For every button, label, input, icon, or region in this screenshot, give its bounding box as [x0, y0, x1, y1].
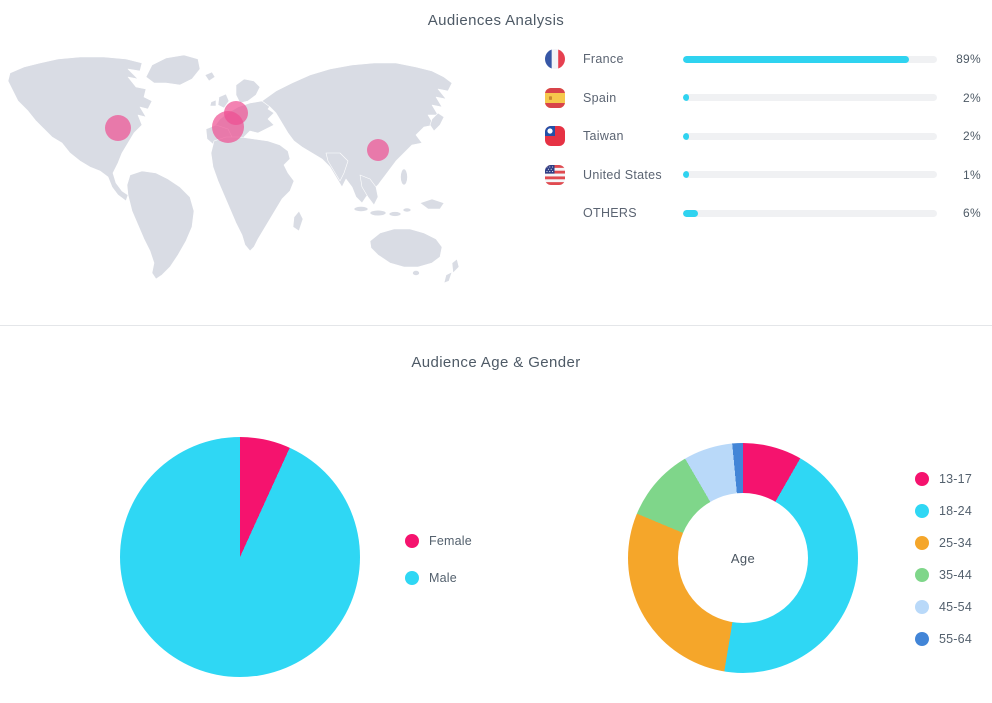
- age-donut-hole: Age: [678, 493, 808, 623]
- flag-united-states-icon: [545, 164, 565, 185]
- age-gender-title: Audience Age & Gender: [411, 354, 581, 371]
- country-bar-track: [683, 55, 937, 63]
- gender-legend-label: Female: [429, 534, 472, 548]
- country-bar-fill[interactable]: [683, 55, 910, 63]
- age-legend-label: 35-44: [939, 568, 972, 582]
- age-legend-label: 13-17: [939, 472, 972, 486]
- country-bar-track: [683, 132, 937, 140]
- legend-item-male[interactable]: Male: [405, 571, 472, 585]
- world-map-land: [7, 54, 460, 284]
- legend-item-35-44[interactable]: 35-44: [915, 568, 972, 582]
- country-percent: 6%: [963, 206, 981, 221]
- country-bar-fill[interactable]: [683, 171, 689, 179]
- age-legend-label: 45-54: [939, 600, 972, 614]
- age-legend: 13-17 18-24 25-34 35-44 45-54 55-64: [915, 472, 972, 646]
- legend-item-55-64[interactable]: 55-64: [915, 632, 972, 646]
- age-donut-center-label: Age: [730, 550, 756, 566]
- age-legend-dot-icon: [915, 504, 929, 518]
- country-label: Taiwan: [583, 129, 624, 144]
- country-bar-fill[interactable]: [683, 209, 699, 217]
- world-map: [0, 45, 500, 310]
- map-marker-taiwan[interactable]: [367, 139, 389, 161]
- flag-france-icon: [545, 49, 565, 69]
- age-legend-dot-icon: [915, 568, 929, 582]
- country-percent: 2%: [963, 129, 981, 144]
- gender-legend-dot-icon: [405, 534, 419, 548]
- country-bar-fill[interactable]: [683, 94, 689, 102]
- country-row-united-states: United States 1%: [545, 164, 981, 185]
- map-marker-spain[interactable]: [212, 111, 244, 143]
- country-percent: 1%: [963, 167, 981, 182]
- gender-pie-chart[interactable]: [120, 437, 360, 677]
- age-legend-dot-icon: [915, 472, 929, 486]
- legend-item-25-34[interactable]: 25-34: [915, 536, 972, 550]
- country-label: OTHERS: [583, 206, 637, 221]
- age-donut-chart[interactable]: Age: [628, 443, 858, 673]
- gender-legend: Female Male: [405, 534, 472, 585]
- age-legend-dot-icon: [915, 536, 929, 550]
- legend-item-13-17[interactable]: 13-17: [915, 472, 972, 486]
- section-divider: [0, 325, 992, 326]
- age-legend-label: 55-64: [939, 632, 972, 646]
- country-label: Spain: [583, 90, 617, 105]
- country-label: United States: [583, 167, 662, 182]
- map-markers: [105, 101, 389, 161]
- country-percent: 89%: [956, 52, 981, 66]
- audiences-analysis-title: Audiences Analysis: [427, 12, 565, 29]
- age-legend-label: 25-34: [939, 536, 972, 550]
- country-bar-fill[interactable]: [683, 132, 689, 140]
- legend-item-female[interactable]: Female: [405, 534, 472, 548]
- age-legend-dot-icon: [915, 600, 929, 614]
- legend-item-18-24[interactable]: 18-24: [915, 504, 972, 518]
- gender-legend-dot-icon: [405, 571, 419, 585]
- country-list: France 89% Spain 2% Taiwan 2% United States 1% O…: [545, 49, 981, 223]
- country-percent: 2%: [963, 90, 981, 105]
- country-row-france: France 89%: [545, 49, 981, 69]
- age-legend-dot-icon: [915, 632, 929, 646]
- country-row-taiwan: Taiwan 2%: [545, 126, 981, 147]
- country-label: France: [583, 52, 624, 66]
- age-legend-label: 18-24: [939, 504, 972, 518]
- world-map-svg: [7, 54, 460, 284]
- country-bar-track: [683, 171, 937, 179]
- country-bar-track: [683, 94, 937, 102]
- country-bar-track: [683, 209, 937, 217]
- flag-taiwan-icon: [545, 126, 565, 147]
- map-marker-united-states[interactable]: [105, 115, 131, 141]
- gender-legend-label: Male: [429, 571, 457, 585]
- country-row-others: OTHERS 6%: [545, 203, 981, 223]
- legend-item-45-54[interactable]: 45-54: [915, 600, 972, 614]
- country-row-spain: Spain 2%: [545, 87, 981, 108]
- flag-spain-icon: [545, 87, 565, 108]
